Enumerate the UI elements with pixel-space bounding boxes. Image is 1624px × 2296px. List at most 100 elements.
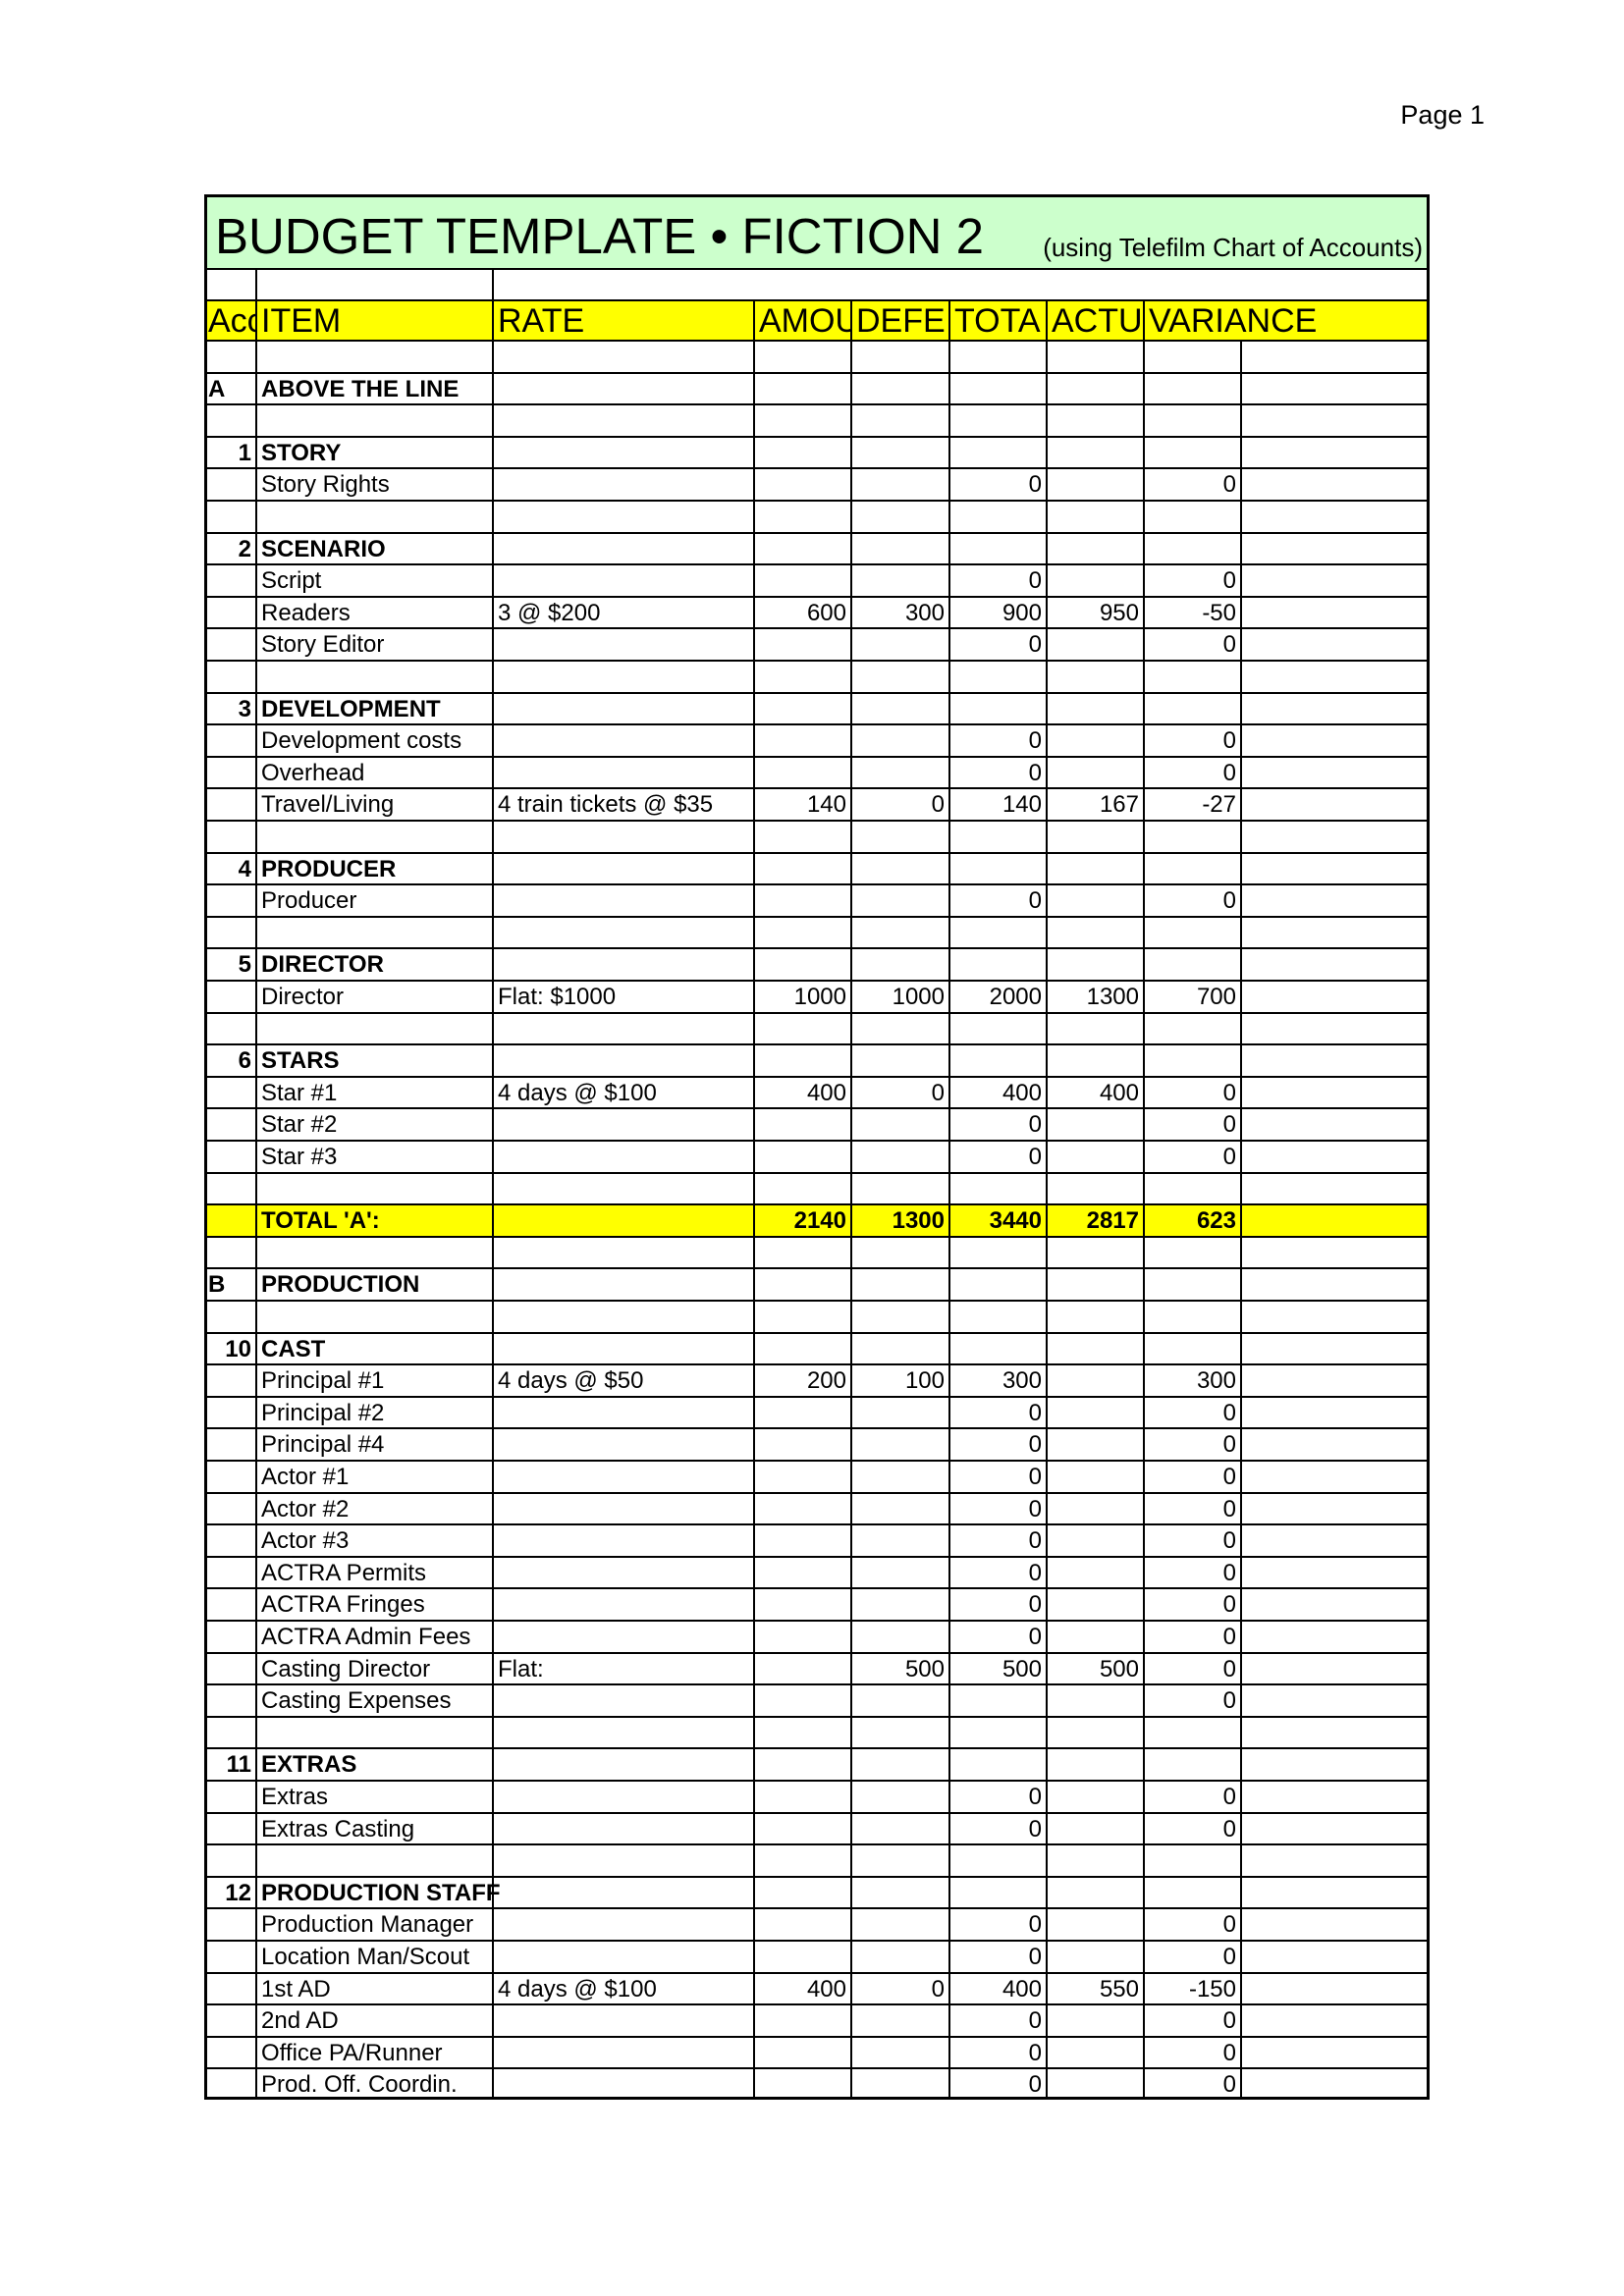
variance-cell: 0: [1143, 2035, 1240, 2068]
empty-cell: [492, 627, 753, 660]
variance-cell: 623: [1143, 1203, 1240, 1236]
empty-cell: [753, 1107, 850, 1140]
empty-cell: [1240, 1460, 1427, 1492]
empty-cell: [492, 1107, 753, 1140]
empty-cell: [1046, 1555, 1143, 1588]
empty-cell: [204, 1940, 255, 1972]
empty-cell: [948, 947, 1046, 980]
empty-cell: [850, 500, 948, 532]
empty-cell: [753, 1811, 850, 1844]
empty-cell: [753, 1555, 850, 1588]
empty-cell: [753, 851, 850, 884]
empty-cell: [1143, 691, 1240, 724]
empty-cell: [1240, 1971, 1427, 2004]
empty-cell: [492, 340, 753, 372]
empty-cell: [948, 691, 1046, 724]
empty-cell: [850, 1043, 948, 1076]
empty-cell: [850, 2067, 948, 2100]
empty-cell: [1046, 2003, 1143, 2036]
empty-cell: [204, 1971, 255, 2004]
empty-cell: [753, 1427, 850, 1460]
empty-cell: [204, 755, 255, 788]
empty-cell: [753, 1043, 850, 1076]
item-cell: DEVELOPMENT: [255, 691, 492, 724]
empty-cell: [753, 1491, 850, 1524]
variance-cell: 0: [1143, 1107, 1240, 1140]
empty-cell: [753, 1587, 850, 1620]
empty-cell: [1046, 467, 1143, 500]
acc-cell: 12: [204, 1875, 255, 1908]
variance-cell: 0: [1143, 1907, 1240, 1940]
empty-cell: [1046, 1331, 1143, 1364]
empty-cell: [1046, 1491, 1143, 1524]
item-cell: Star #1: [255, 1075, 492, 1108]
empty-cell: [948, 1235, 1046, 1268]
item-cell: DIRECTOR: [255, 947, 492, 980]
empty-cell: [1046, 660, 1143, 692]
empty-cell: [204, 1011, 255, 1044]
empty-cell: [1240, 627, 1427, 660]
item-cell: PRODUCTION: [255, 1267, 492, 1300]
empty-cell: [492, 1555, 753, 1588]
empty-cell: [1143, 660, 1240, 692]
total-cell: 0: [948, 2035, 1046, 2068]
empty-cell: [492, 1715, 753, 1748]
empty-cell: [492, 1043, 753, 1076]
empty-cell: [850, 1620, 948, 1652]
empty-cell: [850, 1107, 948, 1140]
empty-cell: [948, 660, 1046, 692]
empty-cell: [204, 1555, 255, 1588]
empty-cell: [753, 691, 850, 724]
empty-cell: [850, 1300, 948, 1332]
blank-cell: [204, 269, 255, 301]
empty-cell: [204, 2003, 255, 2036]
empty-cell: [850, 2035, 948, 2068]
empty-cell: [948, 500, 1046, 532]
total-cell: 0: [948, 1523, 1046, 1556]
item-cell: Actor #2: [255, 1491, 492, 1524]
empty-cell: [850, 563, 948, 596]
actual-cell: 550: [1046, 1971, 1143, 2004]
empty-cell: [1046, 1460, 1143, 1492]
empty-cell: [1143, 435, 1240, 468]
empty-cell: [1046, 1011, 1143, 1044]
empty-cell: [1046, 563, 1143, 596]
item-cell: Actor #1: [255, 1460, 492, 1492]
empty-cell: [1143, 820, 1240, 852]
item-cell: SCENARIO: [255, 531, 492, 564]
empty-cell: [1240, 883, 1427, 916]
empty-cell: [1046, 1300, 1143, 1332]
empty-cell: [1240, 1203, 1427, 1236]
empty-cell: [1046, 371, 1143, 404]
empty-cell: [1046, 1940, 1143, 1972]
empty-cell: [204, 883, 255, 916]
empty-cell: [850, 1940, 948, 1972]
empty-cell: [850, 1715, 948, 1748]
empty-cell: [1046, 883, 1143, 916]
item-cell: TOTAL 'A':: [255, 1203, 492, 1236]
empty-cell: [1046, 1140, 1143, 1172]
empty-cell: [850, 1587, 948, 1620]
empty-cell: [1240, 1171, 1427, 1204]
actual-cell: 400: [1046, 1075, 1143, 1108]
variance-cell: 0: [1143, 1620, 1240, 1652]
total-cell: 0: [948, 1555, 1046, 1588]
empty-cell: [204, 1587, 255, 1620]
empty-cell: [1240, 691, 1427, 724]
empty-cell: [492, 915, 753, 948]
empty-cell: [753, 947, 850, 980]
empty-cell: [753, 2035, 850, 2068]
amount-cell: 200: [753, 1363, 850, 1396]
empty-cell: [948, 1300, 1046, 1332]
empty-cell: [1240, 531, 1427, 564]
rate-cell: Flat: $1000: [492, 980, 753, 1012]
empty-cell: [1143, 915, 1240, 948]
item-cell: Prod. Off. Coordin.: [255, 2067, 492, 2100]
empty-cell: [204, 980, 255, 1012]
empty-cell: [753, 820, 850, 852]
title: BUDGET TEMPLATE • FICTION 2: [215, 208, 984, 264]
actual-cell: 950: [1046, 595, 1143, 628]
empty-cell: [492, 1203, 753, 1236]
empty-cell: [1240, 1523, 1427, 1556]
empty-cell: [1046, 1907, 1143, 1940]
